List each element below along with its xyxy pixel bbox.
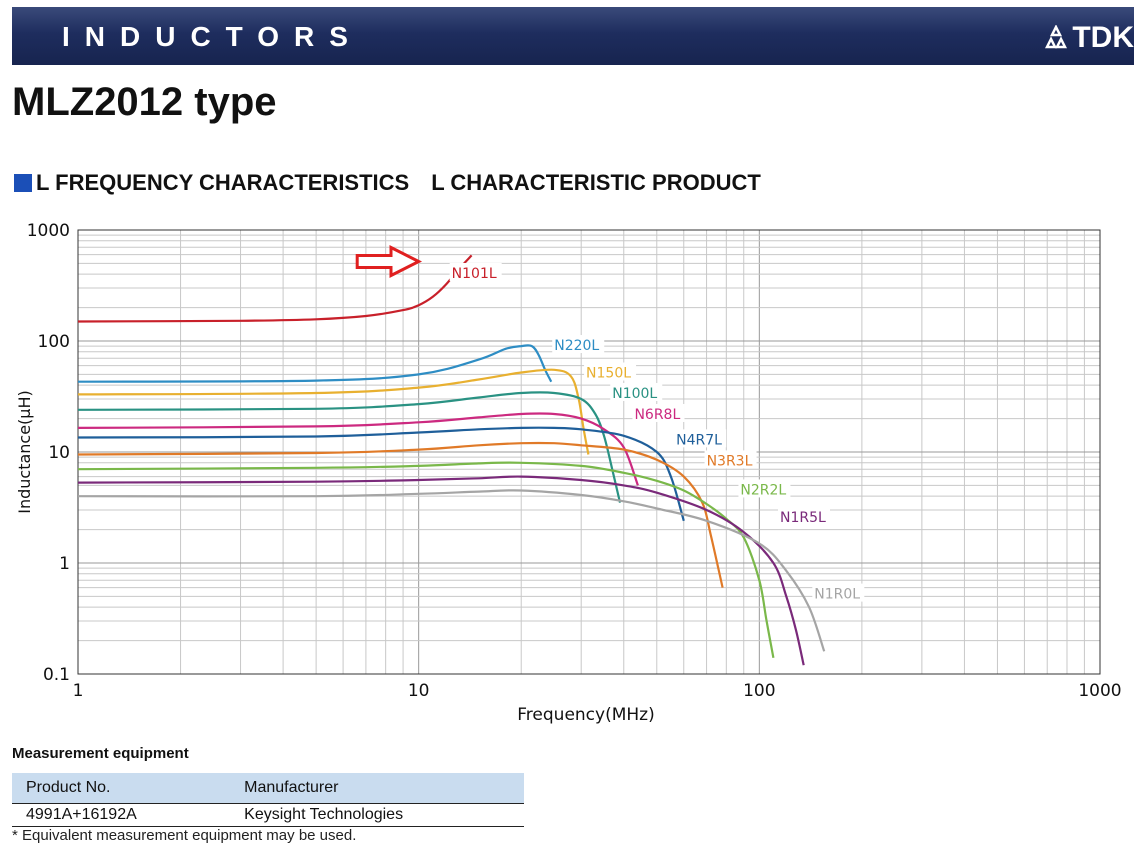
brand-logo: TDK [1043, 21, 1134, 55]
banner-title: INDUCTORS [62, 21, 363, 52]
page-title: MLZ2012 type [12, 80, 277, 124]
series-line-n100l [77, 391, 622, 503]
series-label-n4r7l: N4R7L [676, 432, 722, 448]
series-label-bg [632, 403, 685, 422]
section-square-icon [14, 174, 32, 192]
equipment-note: * Equivalent measurement equipment may b… [12, 827, 357, 844]
section-title-frequency: L FREQUENCY CHARACTERISTICS [36, 170, 410, 195]
series-label-bg [449, 262, 502, 281]
table-row: 4991A+16192A Keysight Technologies [12, 803, 524, 827]
x-tick-label: 10 [408, 681, 430, 701]
series-label-bg [738, 479, 791, 498]
section-heading: L FREQUENCY CHARACTERISTICS L CHARACTERI… [14, 170, 761, 196]
x-axis-label: Frequency(MHz) [517, 705, 654, 725]
series-labels: N101L N220L N150L N100L N6R8L N4R7L N3R3L N2R2L… [449, 262, 865, 603]
y-tick-label: 10 [48, 443, 70, 463]
series-label-bg [584, 362, 637, 381]
series-line-n4r7l [77, 426, 685, 522]
series-line-n220l [77, 344, 553, 383]
series-label-bg [610, 383, 663, 402]
plot-frame [77, 229, 1101, 675]
series-label-bg [552, 335, 605, 354]
y-tick-label: 1000 [27, 221, 70, 241]
x-tick-label: 1000 [1078, 681, 1121, 701]
series-line-n1r0l [77, 489, 826, 652]
series-line-n3r3l [77, 441, 724, 588]
series-label-n101l: N101L [452, 266, 497, 282]
y-axis-label: Inductance(μH) [15, 390, 34, 514]
x-tick-label: 100 [743, 681, 775, 701]
series-label-n2r2l: N2R2L [740, 482, 786, 498]
series-label-n6r8l: N6R8L [634, 407, 680, 423]
series-label-n100l: N100L [612, 386, 657, 402]
header-banner: INDUCTORS TDK [12, 7, 1134, 65]
table-header-row: Product No. Manufacturer [12, 773, 524, 804]
equipment-title: Measurement equipment [12, 745, 189, 762]
series-label-n1r0l: N1R0L [814, 587, 860, 603]
equipment-table: Product No. Manufacturer 4991A+16192A Ke… [12, 773, 524, 827]
red-arrow-shape [355, 245, 423, 278]
y-tick-label: 100 [38, 332, 70, 352]
series-line-n6r8l [77, 412, 639, 486]
series-label-n150l: N150L [586, 366, 631, 382]
red-arrow-annotation [355, 245, 423, 278]
tdk-logo-icon [1045, 25, 1068, 49]
series-label-n220l: N220L [554, 338, 599, 354]
series-label-bg [778, 506, 831, 525]
section-title-product: L CHARACTERISTIC PRODUCT [431, 170, 761, 195]
cell-product-no: 4991A+16192A [12, 803, 231, 827]
series-line-n150l [77, 368, 590, 455]
series-label-n3r3l: N3R3L [707, 453, 753, 469]
y-tick-label: 0.1 [43, 665, 70, 685]
header-manufacturer: Manufacturer [230, 773, 524, 804]
cell-manufacturer: Keysight Technologies [230, 803, 524, 827]
logo-text: TDK [1072, 21, 1134, 54]
series-label-bg [812, 583, 865, 602]
header-product-no: Product No. [12, 773, 231, 804]
series-label-bg [674, 429, 727, 448]
series-label-n1r5l: N1R5L [780, 510, 826, 526]
series-line-n1r5l [77, 475, 805, 666]
y-tick-label: 1 [59, 554, 70, 574]
series-line-n2r2l [77, 461, 775, 658]
series-label-bg [704, 450, 757, 469]
x-tick-label: 1 [73, 681, 84, 701]
